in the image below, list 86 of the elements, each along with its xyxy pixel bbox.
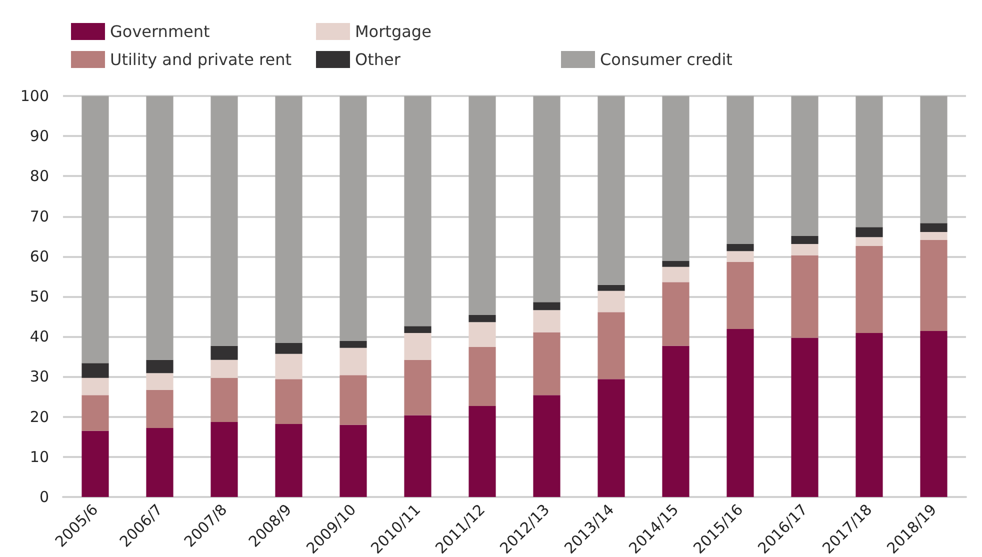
legend-label: Other <box>355 50 401 69</box>
y-tick-label: 70 <box>30 207 49 226</box>
bar <box>468 314 496 322</box>
y-tick-label: 80 <box>30 167 49 186</box>
bar <box>82 363 109 378</box>
bar <box>404 415 432 497</box>
legend-label: Consumer credit <box>600 50 732 69</box>
bar <box>210 346 238 360</box>
bar <box>340 96 367 342</box>
bar <box>468 406 496 497</box>
bar <box>468 347 496 406</box>
bar <box>146 428 174 497</box>
bar <box>340 348 367 376</box>
bar <box>856 96 883 228</box>
bar <box>726 244 754 252</box>
bar <box>920 96 948 224</box>
bar <box>856 227 883 238</box>
bar <box>533 332 560 396</box>
bar <box>598 284 625 291</box>
y-tick-label: 10 <box>30 448 49 466</box>
bar <box>598 379 625 497</box>
bar <box>533 310 560 332</box>
bar <box>533 395 560 497</box>
bar <box>275 424 302 497</box>
bar <box>340 341 367 348</box>
bar <box>791 236 818 244</box>
bar <box>210 422 238 497</box>
bar <box>468 96 496 315</box>
y-tick-label: 90 <box>30 127 49 146</box>
y-tick-label: 20 <box>30 408 49 426</box>
bar <box>920 330 948 497</box>
bar <box>598 312 625 380</box>
bar <box>791 255 818 338</box>
bar <box>856 332 883 497</box>
bar <box>82 96 109 364</box>
bar <box>210 378 238 422</box>
bar <box>920 232 948 240</box>
bar <box>340 375 367 425</box>
bar <box>146 360 174 374</box>
bar <box>210 360 238 378</box>
bar <box>856 246 883 333</box>
bar <box>275 354 302 380</box>
bar <box>82 395 109 431</box>
bar <box>856 237 883 246</box>
y-tick-label: 60 <box>30 247 49 266</box>
legend-label: Mortgage <box>355 22 432 41</box>
bar <box>662 96 690 261</box>
bar <box>146 96 174 360</box>
bar <box>920 240 948 331</box>
y-tick-label: 100 <box>20 87 49 105</box>
bar <box>662 266 690 282</box>
bar <box>404 326 432 333</box>
bar <box>662 260 690 267</box>
bar <box>726 328 754 497</box>
bar <box>662 282 690 346</box>
bar <box>404 96 432 326</box>
bar <box>726 262 754 329</box>
bar <box>82 430 109 497</box>
legend-label: Utility and private rent <box>110 50 292 69</box>
bar <box>404 360 432 416</box>
bar <box>146 373 174 390</box>
bar <box>275 96 302 344</box>
bar <box>791 244 818 256</box>
bar <box>920 223 948 232</box>
y-tick-label: 50 <box>30 288 49 306</box>
bar <box>662 346 690 497</box>
bar <box>404 332 432 360</box>
bar <box>791 338 818 497</box>
y-tick-label: 30 <box>30 368 49 386</box>
bar <box>726 251 754 262</box>
bar <box>210 96 238 346</box>
bar <box>275 343 302 354</box>
bar <box>533 96 560 302</box>
bar <box>82 378 109 396</box>
y-tick-label: 40 <box>30 328 49 346</box>
legend-label: Government <box>110 22 210 41</box>
bar <box>791 96 818 236</box>
bar <box>533 302 560 310</box>
y-tick-label: 0 <box>39 488 49 506</box>
bar <box>726 96 754 244</box>
bar <box>468 322 496 348</box>
bar <box>275 379 302 424</box>
bar <box>598 290 625 312</box>
bar <box>340 424 367 497</box>
bar <box>598 96 625 285</box>
bar <box>146 390 174 428</box>
